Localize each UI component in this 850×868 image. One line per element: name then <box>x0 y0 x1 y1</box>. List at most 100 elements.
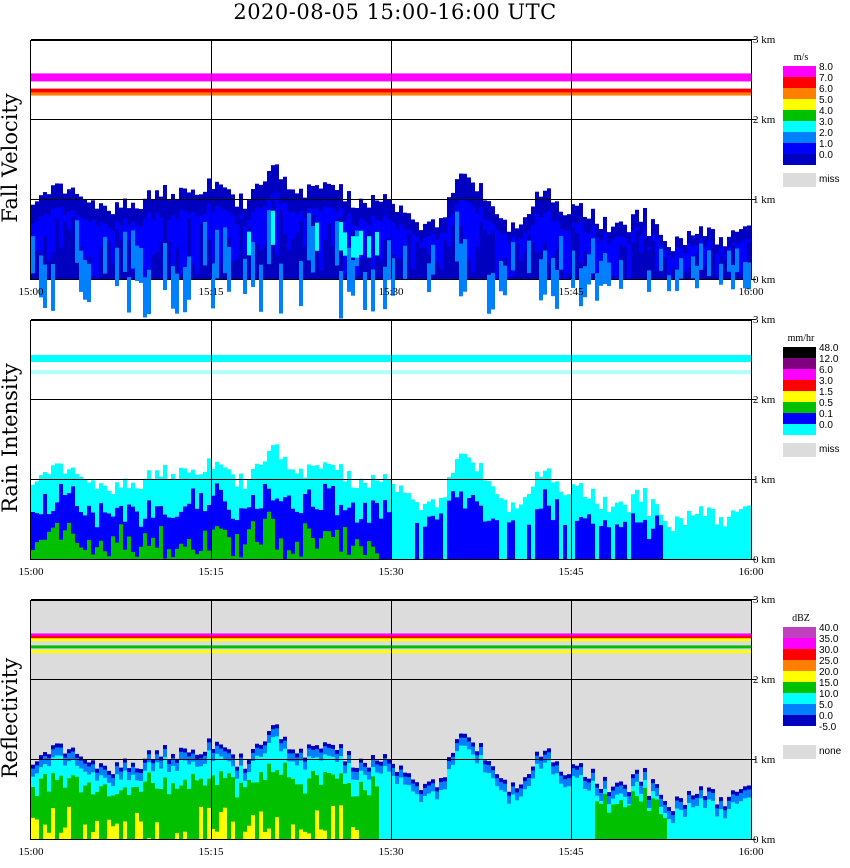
legend-label: 3.0 <box>819 376 833 387</box>
legend-swatch <box>783 110 816 121</box>
fall-velocity-panel: 0 km 1 km 2 km 3 km 15:00 15:15 15:30 15:45 16:0… <box>18 34 776 319</box>
y-tick-label: 0 km <box>753 834 776 846</box>
precip-field <box>31 444 751 559</box>
y-tick-label: 1 km <box>753 194 776 206</box>
legend-label: 4.0 <box>819 106 833 117</box>
rain-intensity-panel: 0 km 1 km 2 km 3 km 15:00 15:15 15:30 15:45 16:0… <box>18 314 775 578</box>
x-tick-label: 16:00 <box>738 286 764 298</box>
y-tick-label: 3 km <box>753 34 776 46</box>
legend-label: 0.0 <box>819 150 833 161</box>
y-tick-label: 3 km <box>753 594 776 606</box>
legend-label: 5.0 <box>819 700 833 711</box>
y-tick-label: 0 km <box>753 554 776 566</box>
legend-label: 3.0 <box>819 117 833 128</box>
legend-label: 0.0 <box>819 420 833 431</box>
legend-unit: m/s <box>793 52 809 63</box>
x-tick-label: 15:15 <box>198 566 224 578</box>
legend-label: 0.1 <box>819 409 833 420</box>
x-tick-label: 15:30 <box>378 846 404 858</box>
x-tick-label: 15:15 <box>198 286 224 298</box>
precip-field <box>31 164 751 319</box>
x-tick-label: 15:45 <box>558 846 584 858</box>
legend-swatch <box>783 154 816 165</box>
y-tick-label: 1 km <box>753 754 776 766</box>
y-tick-label: 2 km <box>753 114 776 126</box>
legend-swatch <box>783 358 816 369</box>
legend-label: 15.0 <box>819 678 839 689</box>
legend-swatch <box>783 627 816 638</box>
legend-swatch <box>783 132 816 143</box>
legend-label: 10.0 <box>819 689 839 700</box>
legend-label: 1.0 <box>819 139 833 150</box>
legend-label: 8.0 <box>819 62 833 73</box>
legend-swatch <box>783 380 816 391</box>
x-tick-label: 15:30 <box>378 566 404 578</box>
grid <box>31 39 751 279</box>
legend-label: 0.0 <box>819 711 833 722</box>
legend-swatch <box>783 682 816 693</box>
grid <box>31 319 751 559</box>
legend-label: none <box>819 746 842 757</box>
legend-label: 30.0 <box>819 645 839 656</box>
y-tick-label: 0 km <box>753 274 776 286</box>
x-tick-label: 16:00 <box>738 846 764 858</box>
legend-swatch <box>783 88 816 99</box>
x-tick-label: 16:00 <box>738 566 764 578</box>
chart-title: 2020-08-05 15:00-16:00 UTC <box>233 0 557 24</box>
x-tick-label: 15:00 <box>18 846 44 858</box>
y-tick-label: 2 km <box>753 674 776 686</box>
legend-swatch <box>783 745 816 759</box>
legend-unit: mm/hr <box>787 333 815 344</box>
legend-label: -5.0 <box>819 722 837 733</box>
legend-label: 6.0 <box>819 365 833 376</box>
legend-unit: dBZ <box>792 613 810 624</box>
precip-field <box>31 724 751 839</box>
legend-label: 5.0 <box>819 95 833 106</box>
legend-label: 25.0 <box>819 656 839 667</box>
legend-swatch <box>783 443 816 457</box>
panel-1-ylabel: Fall Velocity <box>0 93 22 223</box>
legend-swatch <box>783 671 816 682</box>
y-tick-label: 3 km <box>753 314 776 326</box>
legend-swatch <box>783 660 816 671</box>
legend-label: 7.0 <box>819 73 833 84</box>
y-tick-label: 1 km <box>753 474 776 486</box>
legend-swatch <box>783 649 816 660</box>
x-tick-label: 15:00 <box>18 566 44 578</box>
legend-swatch <box>783 413 816 424</box>
legend-swatch <box>783 704 816 715</box>
legend-swatch <box>783 638 816 649</box>
legend-swatch <box>783 173 816 187</box>
legend-label: 20.0 <box>819 667 839 678</box>
grid <box>31 599 751 839</box>
legend-label: 0.5 <box>819 398 833 409</box>
legend-label: miss <box>819 444 840 455</box>
reflectivity-panel: 0 km 1 km 2 km 3 km 15:00 15:15 15:30 15:45 16:0… <box>18 594 775 858</box>
legend-swatch <box>783 143 816 154</box>
legend-swatch <box>783 402 816 413</box>
legend-swatch <box>783 424 816 435</box>
legend-label: 6.0 <box>819 84 833 95</box>
panel-3-ylabel: Reflectivity <box>0 657 22 779</box>
legend-label: 35.0 <box>819 634 839 645</box>
legend-swatch <box>783 77 816 88</box>
legend-swatch <box>783 391 816 402</box>
legend-label: 48.0 <box>819 343 839 354</box>
legend-swatch <box>783 121 816 132</box>
legend-label: 12.0 <box>819 354 839 365</box>
panel-2-ylabel: Rain Intensity <box>0 363 22 513</box>
x-tick-label: 15:45 <box>558 566 584 578</box>
x-tick-label: 15:15 <box>198 846 224 858</box>
legend-label: 40.0 <box>819 623 839 634</box>
legend-label: miss <box>819 174 840 185</box>
x-tick-label: 15:00 <box>18 286 44 298</box>
y-tick-label: 2 km <box>753 394 776 406</box>
legend-swatch <box>783 693 816 704</box>
legend-swatch <box>783 347 816 358</box>
x-tick-label: 15:30 <box>378 286 404 298</box>
legend-swatch <box>783 369 816 380</box>
x-tick-label: 15:45 <box>558 286 584 298</box>
legend-label: 2.0 <box>819 128 833 139</box>
legend-swatch <box>783 99 816 110</box>
legend-label: 1.5 <box>819 387 833 398</box>
